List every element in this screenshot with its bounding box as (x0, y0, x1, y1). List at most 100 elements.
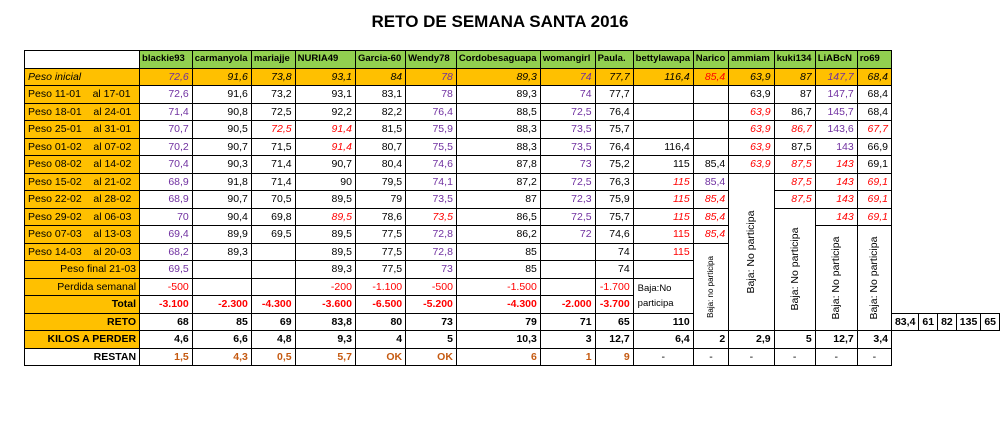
row-label: Peso 22-02 al 28-02 (23, 190, 141, 209)
table-cell: 10,3 (455, 330, 541, 349)
participant-header: womangirl (539, 50, 596, 69)
table-row: Peso inicial 72,6 91,6 73,8 93,1 84 78 89,3 74 77… (23, 67, 1000, 86)
table-cell: 88,3 (455, 120, 541, 139)
table-cell: 70,7 (139, 120, 193, 139)
table-cell: 143 (814, 172, 858, 191)
table-row: Peso final 21-03 69,5 89,3 77,5 73 85 74 (23, 260, 1000, 279)
table-cell: 70,2 (139, 137, 193, 156)
table-cell: 92,2 (294, 102, 356, 121)
table-cell: 74,6 (594, 225, 634, 244)
baja-note-text: Baja: no participa (705, 255, 715, 318)
table-cell: 82 (937, 312, 957, 331)
table-cell: - (773, 347, 816, 366)
table-cell: 91,6 (191, 67, 252, 86)
table-cell: 110 (632, 312, 694, 331)
table-cell: 93,1 (294, 85, 356, 104)
table-row: Total -3.100 -2.300 -4.300 -3.600 -6.500 -5.20… (23, 295, 1000, 314)
table-cell: 71,4 (250, 155, 296, 174)
table-cell: 89,5 (294, 242, 356, 261)
row-label: KILOS A PERDER (23, 330, 141, 349)
table-cell: 61 (918, 312, 939, 331)
table-cell: 90,4 (191, 207, 252, 226)
table-cell: 91,8 (191, 172, 252, 191)
table-cell: 87 (455, 190, 541, 209)
table-cell: 90,3 (191, 155, 252, 174)
table-cell: -3.700 (594, 295, 634, 314)
table-cell: 69,5 (139, 260, 193, 279)
table-cell: 76,4 (405, 102, 457, 121)
table-cell (539, 242, 596, 261)
table-cell: -1.700 (594, 277, 634, 296)
table-cell: 143 (814, 207, 858, 226)
table-cell: 72,5 (539, 207, 596, 226)
table-cell: 86,2 (455, 225, 541, 244)
table-cell: 116,4 (632, 137, 694, 156)
table-cell: 89,5 (294, 190, 356, 209)
table-cell: 74,6 (405, 155, 457, 174)
table-cell (632, 120, 694, 139)
row-label: Total (23, 295, 141, 314)
table-cell (632, 85, 694, 104)
table-cell: 68,2 (139, 242, 193, 261)
table-cell: 3 (539, 330, 596, 349)
table-cell: OK (405, 347, 457, 366)
table-cell (692, 85, 730, 104)
table-cell: 89,5 (294, 207, 356, 226)
table-cell: 87,8 (455, 155, 541, 174)
table-cell: 85,4 (692, 207, 730, 226)
table-cell: 2 (692, 330, 730, 349)
participant-header: LiABcN (814, 50, 858, 69)
table-cell: 63,9 (728, 137, 775, 156)
table-cell: 79 (455, 312, 541, 331)
table-cell: 74 (539, 67, 596, 86)
row-label: Peso 08-02 al 14-02 (23, 155, 141, 174)
table-cell: 89,3 (455, 85, 541, 104)
row-label: Peso 18-01 al 24-01 (23, 102, 141, 121)
table-cell: 12,7 (594, 330, 634, 349)
table-row: Perdida semanal -500 -200 -1.100 -500 -1.500-… (23, 277, 1000, 314)
table-cell: 71,5 (250, 137, 296, 156)
table-row: Peso 25-01 al 31-01 70,7 90,5 72,5 91,4 81,5 7… (23, 120, 1000, 139)
table-cell: 143 (814, 155, 858, 174)
table-row: RETO 68 85 69 83,8 80 73 79 71 65 110 83,4 61 82 135 65 (23, 312, 1000, 331)
table-cell: 83,4 (890, 312, 920, 331)
table-cell: 78 (405, 67, 457, 86)
participant-header: ammiam (728, 50, 775, 69)
baja-note: Baja: No participa (773, 207, 816, 331)
table-row: Peso 11-01 al 17-01 72,6 91,6 73,2 93,1 83,1 7… (23, 85, 1000, 104)
table-cell: 70,4 (139, 155, 193, 174)
table-cell: 143 (814, 190, 858, 209)
table-cell: -2.000 (539, 295, 596, 314)
table-cell: 76,4 (594, 137, 634, 156)
participant-header: Garcia-60 (354, 50, 407, 69)
table-cell: 6,4 (632, 330, 694, 349)
row-label: Peso 14-03 al 20-03 (23, 242, 141, 261)
table-cell: 115 (632, 207, 694, 226)
table-cell: 71 (539, 312, 596, 331)
table-cell: 90,7 (294, 155, 356, 174)
table-cell: 0,5 (250, 347, 296, 366)
table-cell: 72,5 (539, 102, 596, 121)
baja-note-text: Baja: No participa (868, 236, 881, 320)
table-cell: 2,9 (728, 330, 775, 349)
table-cell: 91,4 (294, 120, 356, 139)
table-cell: 72,6 (139, 67, 193, 86)
table-cell: 87,2 (455, 172, 541, 191)
header-row: blackie93 carmanyola mariajje NURIA49 Garcia… (23, 50, 1000, 69)
row-label: Peso 07-03 al 13-03 (23, 225, 141, 244)
table-cell: OK (354, 347, 407, 366)
row-label: Perdida semanal (23, 277, 141, 296)
table-cell: 74 (594, 242, 634, 261)
table-cell (692, 137, 730, 156)
table-cell: 75,7 (594, 120, 634, 139)
table-cell: 87,5 (773, 137, 816, 156)
table-cell: 70 (139, 207, 193, 226)
table-cell: 73,5 (405, 207, 457, 226)
table-cell: 93,1 (294, 67, 356, 86)
table-cell (191, 277, 252, 296)
table-cell: 143 (814, 137, 858, 156)
table-row: Peso 29-02 al 06-03 70 90,4 69,8 89,5 78,6 73,… (23, 207, 1000, 331)
table-cell: 1 (539, 347, 596, 366)
table-cell: 73 (405, 260, 457, 279)
table-cell: 72,5 (250, 120, 296, 139)
